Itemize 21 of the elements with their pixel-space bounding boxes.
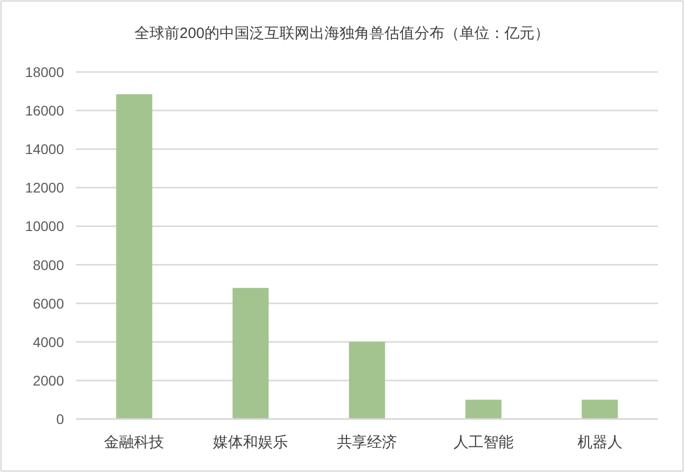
x-tick-label: 人工智能 <box>453 434 514 451</box>
y-tick-label: 12000 <box>25 180 64 196</box>
y-tick-label: 8000 <box>32 256 64 273</box>
y-tick-label: 6000 <box>32 295 64 312</box>
bar <box>232 288 269 419</box>
bar <box>348 342 386 419</box>
y-tick-label: 10000 <box>25 218 64 234</box>
x-tick-label: 金融科技 <box>104 434 164 451</box>
x-tick-label: 媒体和娱乐 <box>213 434 288 451</box>
bar <box>116 94 152 419</box>
x-tick-label: 机器人 <box>577 434 622 451</box>
chart-title: 全球前200的中国泛互联网出海独角兽估值分布（单位：亿元） <box>134 25 550 42</box>
bar <box>465 400 502 419</box>
y-tick-label: 14000 <box>25 141 64 158</box>
y-tick-label: 4000 <box>32 334 64 350</box>
y-tick-label: 2000 <box>32 372 64 388</box>
y-tick-label: 18000 <box>25 64 64 80</box>
bar <box>582 400 618 419</box>
y-tick-label: 0 <box>56 411 64 427</box>
y-tick-label: 16000 <box>25 102 64 119</box>
x-tick-label: 共享经济 <box>337 434 397 451</box>
